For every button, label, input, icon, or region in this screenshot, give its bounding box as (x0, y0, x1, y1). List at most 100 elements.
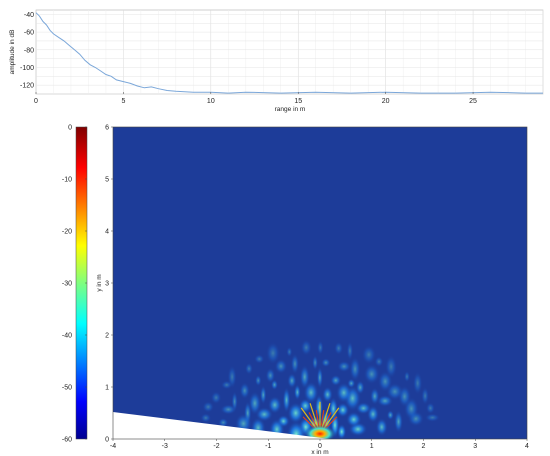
line-x-ticks: 0 5 10 15 20 25 (34, 92, 477, 105)
heatmap-x-tick-label: 1 (370, 443, 374, 450)
sidelobe-blob (265, 341, 280, 365)
sidelobe-blob (403, 370, 410, 383)
heatmap-main-beam (300, 401, 340, 439)
sidelobe-blob (317, 340, 324, 355)
colorbar-tick-label: -20 (62, 229, 72, 236)
sidelobe-blob (254, 374, 262, 387)
sidelobe-blob (220, 380, 233, 390)
line-plot-area (35, 9, 544, 95)
heatmap-y-tick-label: 4 (105, 229, 109, 236)
heatmap-y-tick-label: 1 (105, 385, 109, 392)
heatmap: -4 -3 -2 -1 0 1 2 3 4 0 1 2 3 4 5 6 x in m y in m (96, 125, 529, 456)
sidelobe-blob (346, 411, 362, 428)
sidelobe-blob (254, 354, 265, 364)
heatmap-y-ticks: 0 1 2 3 4 5 6 (105, 125, 113, 444)
line-x-tick-label: 15 (294, 98, 302, 105)
sidelobe-blob (328, 396, 339, 421)
heatmap-sidelobes (200, 339, 441, 439)
sidelobe-blob (286, 346, 293, 358)
sidelobe-blob (385, 354, 398, 379)
heatmap-x-tick-label: -2 (213, 443, 219, 450)
line-y-tick-label: -80 (24, 47, 34, 54)
heatmap-y-axis-label: y in m (96, 274, 103, 291)
heatmap-x-tick-label: -1 (265, 443, 271, 450)
colorbar-tick-label: -40 (62, 333, 72, 340)
heatmap-y-tick-label: 2 (105, 333, 109, 340)
main-beam-core (304, 424, 336, 439)
line-x-tick-label: 20 (382, 98, 390, 105)
sidelobe-blob (386, 410, 394, 421)
line-x-axis-label: range in m (275, 106, 306, 113)
sidelobe-blob (312, 355, 319, 371)
sidelobe-blob (267, 395, 282, 414)
line-y-tick-label: -120 (20, 83, 34, 90)
line-x-tick-label: 10 (207, 98, 215, 105)
sidelobe-blob (293, 384, 301, 401)
heatmap-x-ticks: -4 -3 -2 -1 0 1 2 3 4 (110, 439, 529, 450)
sidelobe-blob (265, 367, 276, 384)
sidelobe-blob (334, 341, 344, 355)
heatmap-y-tick-label: 6 (105, 125, 109, 132)
colorbar: 0 -10 -20 -30 -40 -50 -60 (62, 125, 88, 444)
colorbar-tick-label: -60 (62, 437, 72, 444)
colorbar-tick-label: -50 (62, 385, 72, 392)
sidelobe-blob (210, 391, 222, 405)
colorbar-tick-label: -10 (62, 177, 72, 184)
colorbar-tick-label: -30 (62, 281, 72, 288)
line-series (35, 12, 543, 94)
sidelobe-blob (347, 378, 356, 389)
sidelobe-blob (316, 366, 324, 389)
heatmap-y-tick-label: 3 (105, 281, 109, 288)
heatmap-y-tick-label: 0 (105, 437, 109, 444)
sidelobe-blob (374, 356, 384, 367)
sidelobe-blob (330, 374, 342, 387)
sidelobe-blob (355, 380, 365, 395)
sidelobe-blob (361, 345, 377, 365)
sidelobe-blob (259, 385, 267, 405)
sidelobe-blob (363, 363, 380, 385)
heatmap-x-tick-label: 3 (473, 443, 477, 450)
line-y-axis-label: amplitude in dB (9, 30, 16, 75)
sidelobe-blob (202, 401, 215, 413)
heatmap-background (113, 127, 527, 439)
sidelobe-blob (200, 413, 212, 423)
line-y-ticks: -40 -60 -80 -100 -120 (20, 12, 34, 90)
colorbar-tick-label: 0 (68, 125, 72, 132)
sidelobe-blob (412, 371, 423, 395)
line-y-tick-label: -100 (20, 65, 34, 72)
sidelobe-blob (425, 402, 436, 415)
heatmap-x-tick-label: -3 (162, 443, 168, 450)
sidelobe-blob (337, 423, 347, 439)
sidelobe-blob (322, 386, 333, 403)
sidelobe-blob (321, 358, 331, 368)
sidelobe-blob (282, 386, 291, 414)
sidelobe-blob (245, 362, 253, 375)
line-y-tick-label: -60 (24, 30, 34, 37)
sidelobe-blob (349, 356, 361, 382)
line-x-tick-label: 5 (121, 98, 125, 105)
sidelobe-blob (369, 387, 380, 405)
heatmap-x-tick-label: -4 (110, 443, 116, 450)
blind-zone-wedge (113, 412, 330, 439)
sidelobe-blob (346, 341, 354, 361)
heatmap-y-tick-label: 5 (105, 177, 109, 184)
sidelobe-blob (239, 382, 250, 400)
sidelobe-blob (290, 353, 300, 375)
sidelobe-blob (424, 413, 441, 422)
sidelobe-blob (421, 386, 429, 405)
sidelobe-blob (299, 364, 310, 390)
sidelobe-blob (337, 360, 351, 373)
sidelobe-blob (300, 339, 312, 356)
sidelobe-blob (287, 373, 297, 389)
sidelobe-blob (287, 402, 304, 424)
sidelobe-blob (394, 410, 404, 434)
heatmap-x-axis-label: x in m (311, 449, 328, 456)
line-y-tick-label: -40 (24, 12, 34, 19)
sidelobe-blob (248, 391, 262, 416)
sidelobe-blob (218, 417, 229, 428)
heatmap-x-tick-label: 2 (422, 443, 426, 450)
line-x-tick-label: 0 (34, 98, 38, 105)
heatmap-x-tick-label: 4 (525, 443, 529, 450)
line-x-tick-label: 25 (469, 98, 477, 105)
line-chart: 0 5 10 15 20 25 -40-60-80-100-120 range in m … (9, 9, 544, 113)
